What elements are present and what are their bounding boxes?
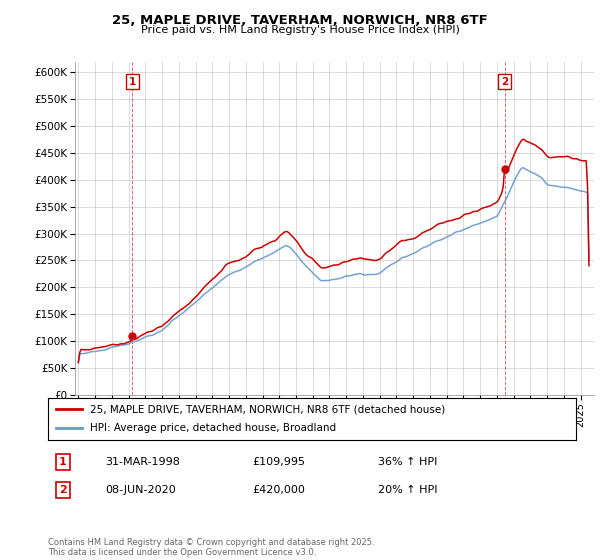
Text: 2: 2 bbox=[501, 77, 508, 87]
Text: 25, MAPLE DRIVE, TAVERHAM, NORWICH, NR8 6TF (detached house): 25, MAPLE DRIVE, TAVERHAM, NORWICH, NR8 … bbox=[90, 404, 445, 414]
Text: 2: 2 bbox=[59, 485, 67, 495]
Text: Contains HM Land Registry data © Crown copyright and database right 2025.
This d: Contains HM Land Registry data © Crown c… bbox=[48, 538, 374, 557]
Text: 31-MAR-1998: 31-MAR-1998 bbox=[105, 457, 180, 467]
Text: 1: 1 bbox=[59, 457, 67, 467]
Text: Price paid vs. HM Land Registry's House Price Index (HPI): Price paid vs. HM Land Registry's House … bbox=[140, 25, 460, 35]
Text: £109,995: £109,995 bbox=[252, 457, 305, 467]
Text: 20% ↑ HPI: 20% ↑ HPI bbox=[378, 485, 437, 495]
Text: HPI: Average price, detached house, Broadland: HPI: Average price, detached house, Broa… bbox=[90, 423, 337, 433]
Text: 36% ↑ HPI: 36% ↑ HPI bbox=[378, 457, 437, 467]
Text: 08-JUN-2020: 08-JUN-2020 bbox=[105, 485, 176, 495]
Text: £420,000: £420,000 bbox=[252, 485, 305, 495]
Text: 1: 1 bbox=[128, 77, 136, 87]
Text: 25, MAPLE DRIVE, TAVERHAM, NORWICH, NR8 6TF: 25, MAPLE DRIVE, TAVERHAM, NORWICH, NR8 … bbox=[112, 14, 488, 27]
